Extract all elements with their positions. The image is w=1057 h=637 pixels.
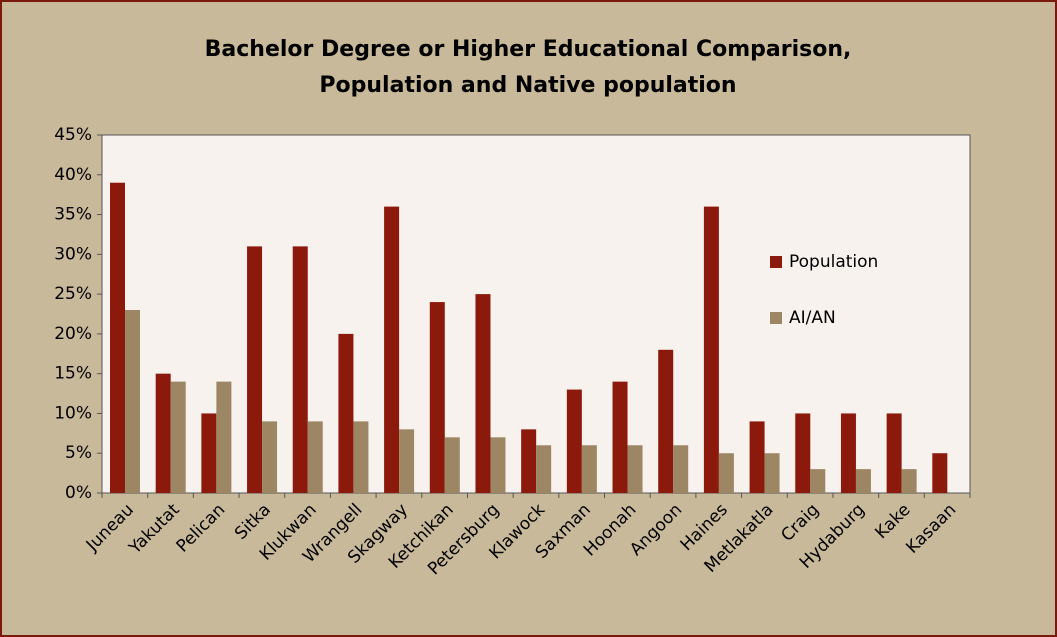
y-tick-label: 10%: [54, 403, 92, 423]
bar: [201, 413, 217, 493]
chart-title: Bachelor Degree or Higher Educational Co…: [205, 37, 852, 62]
chart-title: Population and Native population: [319, 73, 736, 98]
y-tick-label: 5%: [65, 443, 92, 463]
bar: [125, 310, 140, 493]
bar: [566, 389, 582, 493]
bar: [399, 429, 415, 493]
bar: [307, 421, 323, 493]
bar: [110, 182, 125, 493]
legend-label: Population: [789, 252, 878, 272]
y-tick-label: 30%: [54, 244, 92, 264]
bar: [810, 469, 826, 493]
bar: [444, 437, 460, 493]
y-tick-label: 35%: [54, 205, 92, 225]
bar: [658, 349, 674, 493]
bar: [292, 246, 308, 493]
bar: [886, 413, 902, 493]
y-tick-label: 20%: [54, 324, 92, 344]
legend-swatch: [770, 312, 782, 324]
bar: [490, 437, 506, 493]
bar: [216, 381, 232, 493]
bar: [627, 445, 643, 493]
y-tick-label: 45%: [54, 125, 92, 145]
bar: [901, 469, 917, 493]
y-tick-label: 0%: [65, 483, 92, 503]
y-tick-label: 25%: [54, 284, 92, 304]
bar: [764, 453, 780, 493]
bar: [262, 421, 278, 493]
bar: [749, 421, 765, 493]
bar: [384, 206, 400, 493]
y-tick-label: 15%: [54, 364, 92, 384]
bar: [475, 294, 491, 493]
bar: [521, 429, 537, 493]
bar: [855, 469, 871, 493]
bar: [673, 445, 689, 493]
bar: [795, 413, 811, 493]
bar: [840, 413, 856, 493]
bar: [703, 206, 719, 493]
bar: [536, 445, 552, 493]
legend-label: AI/AN: [789, 308, 836, 328]
bar: [612, 381, 628, 493]
bar: [247, 246, 263, 493]
bar: [718, 453, 734, 493]
bar: [353, 421, 369, 493]
bar: [338, 333, 354, 493]
bar: [170, 381, 186, 493]
bar: [581, 445, 597, 493]
bar: [932, 453, 948, 493]
y-tick-label: 40%: [54, 165, 92, 185]
bar: [155, 373, 171, 493]
legend-swatch: [770, 256, 782, 268]
bar: [429, 302, 445, 493]
